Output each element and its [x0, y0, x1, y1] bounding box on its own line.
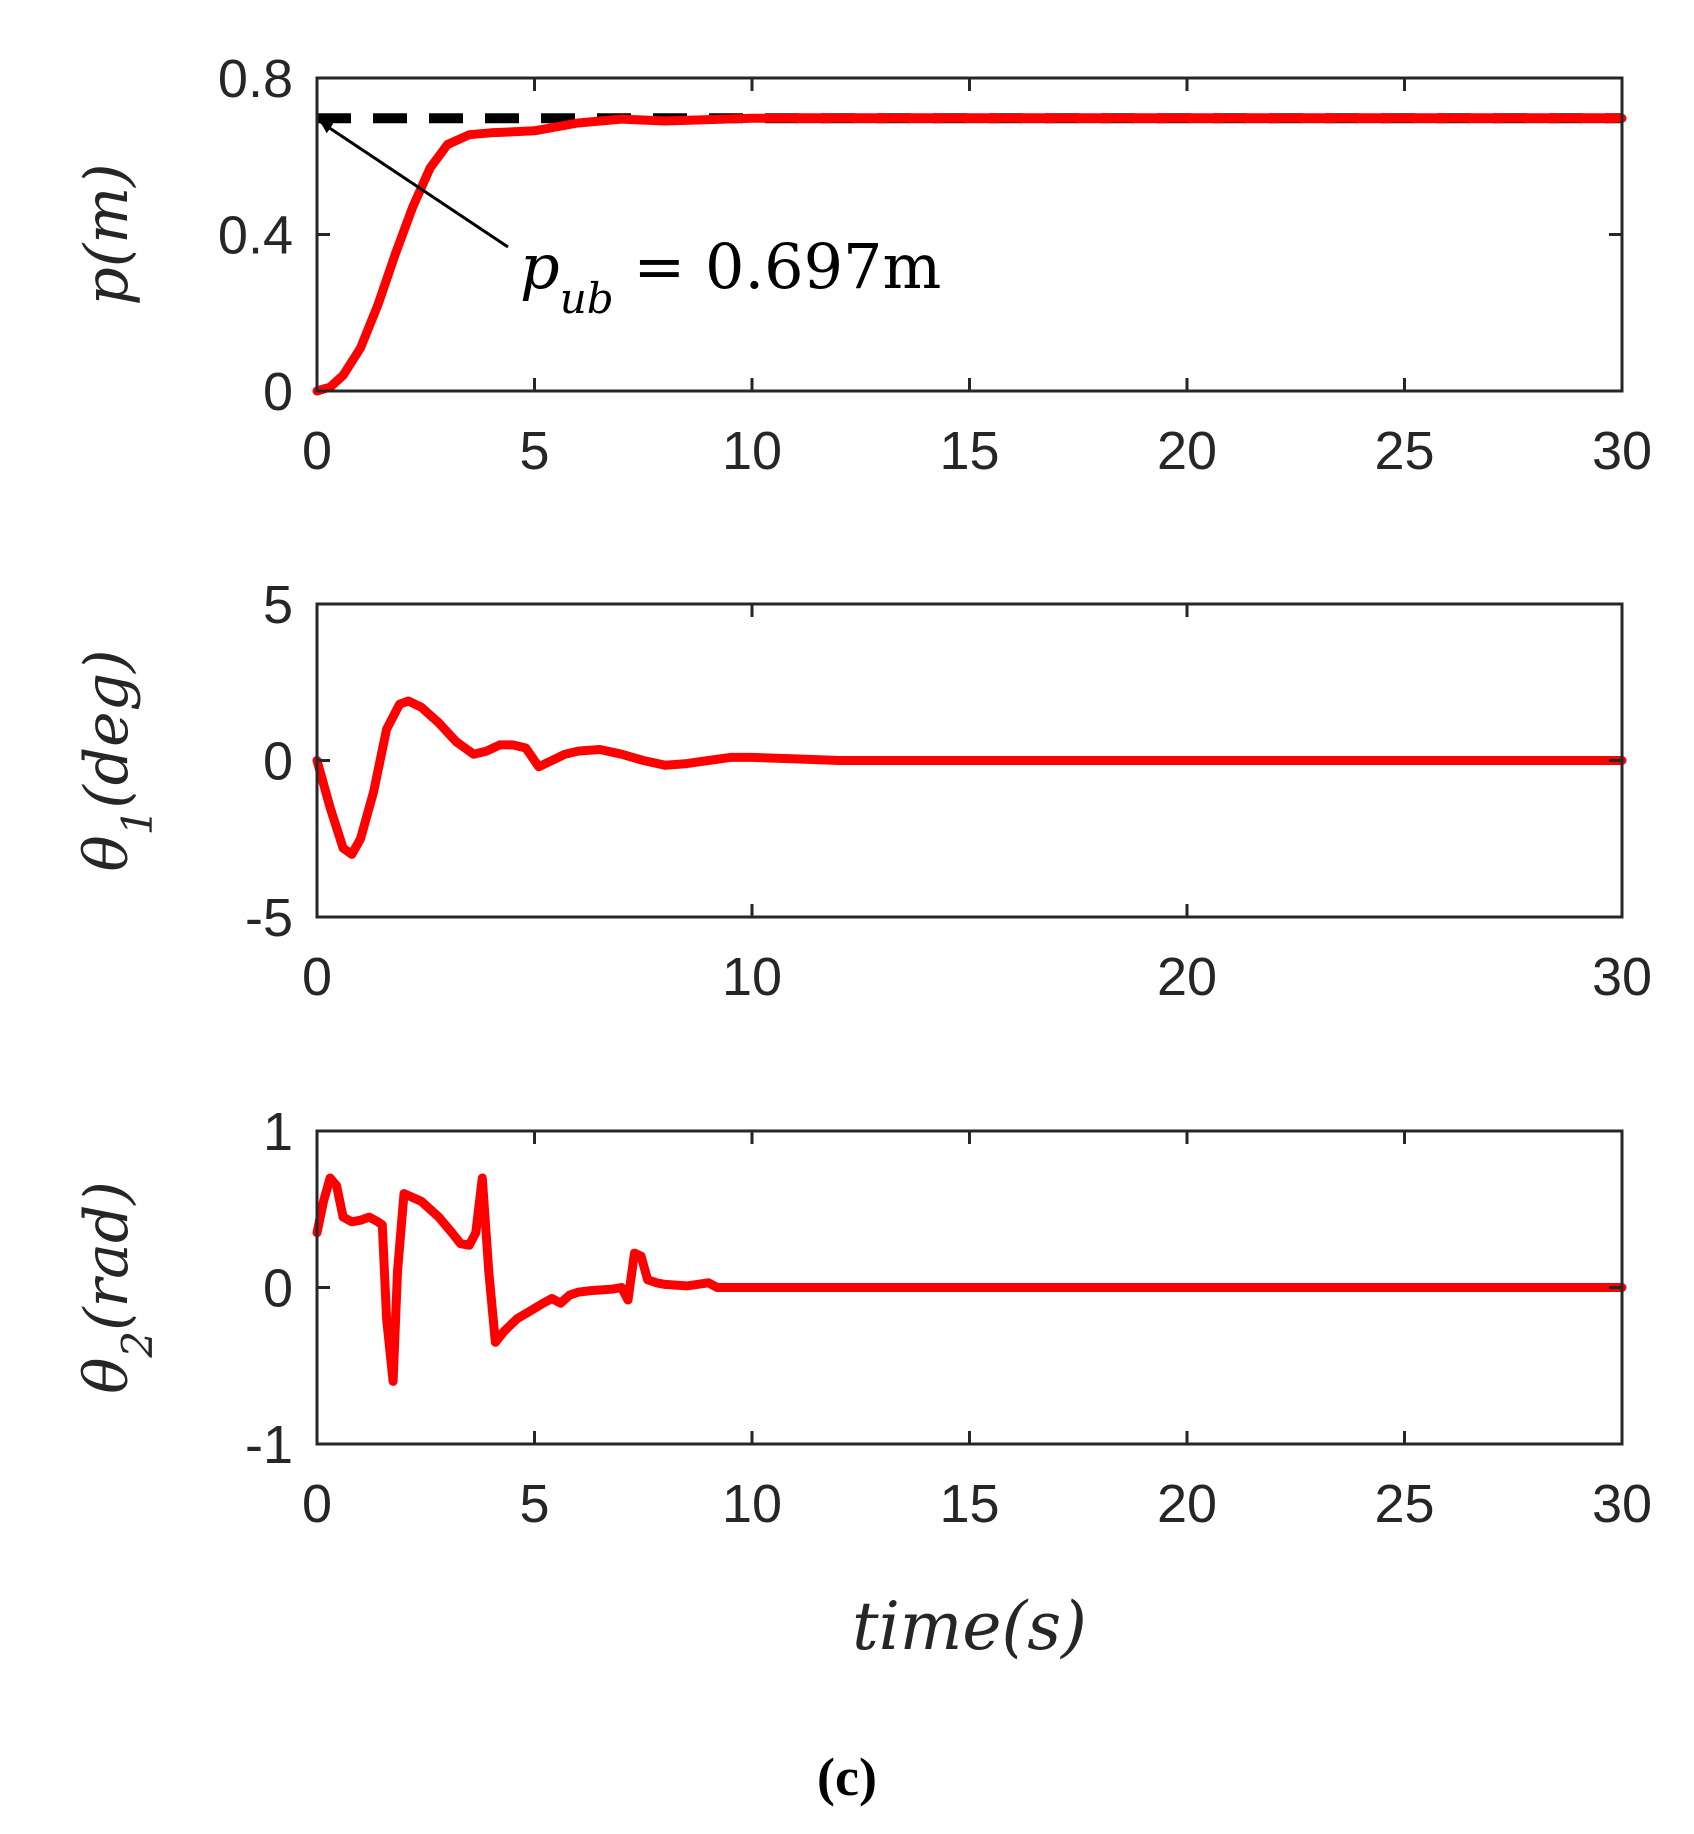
x-tick-label: 30 [1592, 421, 1652, 481]
x-tick-label: 5 [519, 421, 549, 481]
y-tick-label: -1 [245, 1415, 293, 1475]
y-tick-label: 0.4 [218, 206, 293, 266]
figure-caption: (c) [817, 1747, 877, 1807]
y-tick-label: 5 [263, 575, 293, 635]
y-tick-label: 0 [263, 362, 293, 422]
x-tick-label: 20 [1157, 947, 1217, 1007]
x-tick-label: 0 [302, 947, 332, 1007]
x-tick-label: 30 [1592, 947, 1652, 1007]
series-theta2 [312, 1173, 1627, 1386]
series-theta1 [312, 696, 1627, 859]
x-tick-label: 25 [1374, 1474, 1434, 1534]
axes-frame [315, 76, 1624, 393]
x-tick-label: 10 [722, 421, 782, 481]
x-axis-label: time(s) [852, 1588, 1087, 1665]
y-axis-label: p(m) [72, 163, 142, 305]
x-tick-label: 15 [939, 421, 999, 481]
series-p [312, 113, 1627, 396]
y-tick-label: -5 [245, 888, 293, 948]
annotation-label: pub = 0.697m [520, 230, 941, 323]
y-tick-label: 0.8 [218, 49, 293, 109]
x-tick-label: 20 [1157, 421, 1217, 481]
x-tick-label: 0 [302, 421, 332, 481]
x-tick-label: 0 [302, 1474, 332, 1534]
x-tick-label: 5 [519, 1474, 549, 1534]
x-tick-label: 20 [1157, 1474, 1217, 1534]
y-tick-label: 0 [263, 732, 293, 792]
y-axis-label: θ2(rad) [72, 1181, 162, 1394]
x-tick-label: 10 [722, 1474, 782, 1534]
x-tick-label: 25 [1374, 421, 1434, 481]
x-tick-label: 10 [722, 947, 782, 1007]
x-tick-label: 30 [1592, 1474, 1652, 1534]
x-tick-label: 15 [939, 1474, 999, 1534]
y-tick-label: 1 [263, 1102, 293, 1162]
y-tick-label: 0 [263, 1259, 293, 1319]
annotation-arrow [320, 121, 509, 249]
chart-p: 0 5 10 15 20 25 30 0 0.4 0.8 p(m) pub = 0.697m [72, 49, 1652, 481]
y-axis-label: θ1(deg) [72, 650, 162, 872]
